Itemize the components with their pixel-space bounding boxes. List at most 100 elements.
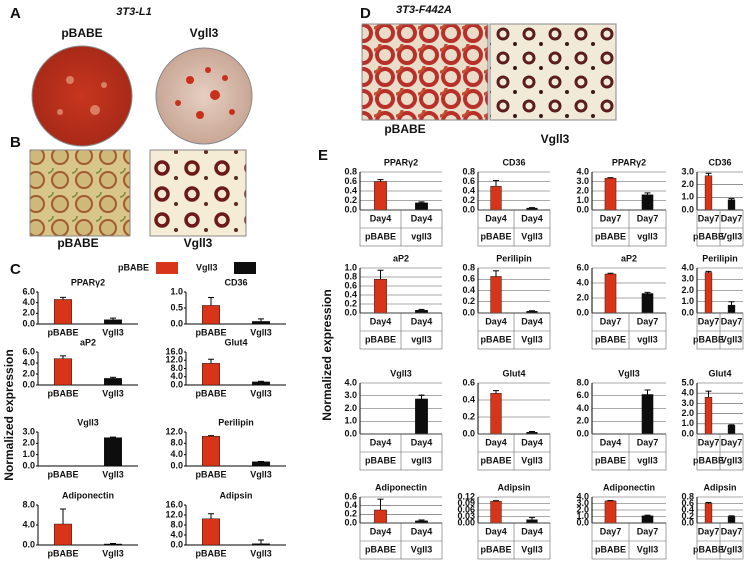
chart-title: Glut4 bbox=[502, 368, 525, 378]
y-tick-label: 0.4 bbox=[344, 289, 357, 299]
bar bbox=[641, 293, 654, 314]
y-tick-label: 8.0 bbox=[170, 363, 183, 373]
x-day-label: Day4 bbox=[370, 316, 392, 326]
bar bbox=[374, 279, 387, 314]
y-tick-label: 0.0 bbox=[170, 379, 183, 389]
y-tick-label: 0.6 bbox=[344, 491, 357, 501]
x-day-label: Day4 bbox=[411, 213, 433, 223]
legend-label: pBABE bbox=[118, 262, 149, 272]
panel-letter: E bbox=[318, 147, 328, 164]
y-tick-label: 0.12 bbox=[457, 491, 475, 501]
image-label: pBABE bbox=[61, 26, 102, 40]
error-bar bbox=[644, 389, 651, 395]
bar bbox=[252, 543, 270, 546]
y-tick-label: 16.0 bbox=[165, 346, 183, 356]
chart-title: aP2 bbox=[621, 253, 637, 263]
x-tick-label: Vgll3 bbox=[721, 334, 743, 344]
chart-title: CD36 bbox=[502, 157, 525, 167]
error-bar bbox=[208, 435, 214, 437]
bar bbox=[727, 304, 736, 314]
y-tick-label: 2.0 bbox=[681, 285, 694, 295]
micrograph bbox=[149, 149, 247, 237]
bar bbox=[526, 519, 538, 524]
y-tick-label: 0.0 bbox=[344, 517, 357, 527]
error-bar bbox=[728, 515, 735, 517]
y-tick-label: 0.8 bbox=[681, 491, 694, 501]
x-tick-label: pBABE bbox=[693, 334, 724, 344]
y-tick-label: 0.0 bbox=[576, 428, 589, 438]
y-tick-label: 4.0 bbox=[22, 519, 35, 529]
panel-letter: B bbox=[10, 134, 21, 151]
y-tick-label: 3.0 bbox=[681, 166, 694, 176]
y-tick-label: 4.0 bbox=[22, 357, 35, 367]
error-bar bbox=[258, 539, 264, 544]
image-label: Vgll3 bbox=[184, 236, 213, 250]
bar bbox=[641, 515, 654, 524]
x-tick-label: Vgll3 bbox=[102, 469, 124, 479]
bar bbox=[415, 520, 428, 524]
x-day-label: Day7 bbox=[637, 213, 659, 223]
chart-title: PPARγ2 bbox=[612, 157, 646, 167]
micrograph bbox=[489, 23, 617, 121]
y-tick-label: 0.6 bbox=[462, 377, 475, 387]
chart-title: CD36 bbox=[224, 277, 247, 287]
y-tick-label: 0.0 bbox=[344, 307, 357, 317]
y-axis-label: Normalized expression bbox=[2, 349, 16, 480]
x-day-label: Day7 bbox=[637, 316, 659, 326]
x-day-label: Day7 bbox=[637, 526, 659, 536]
error-bar bbox=[418, 519, 425, 521]
y-tick-label: 3.0 bbox=[576, 498, 589, 508]
bar bbox=[252, 461, 270, 467]
chart-title: Perilipin bbox=[496, 253, 532, 263]
error-bar bbox=[644, 192, 651, 195]
x-tick-label: Vgll3 bbox=[250, 469, 272, 479]
y-tick-label: 0.0 bbox=[344, 428, 357, 438]
y-tick-label: 0.8 bbox=[344, 166, 357, 176]
error-bar bbox=[493, 270, 499, 277]
y-tick-label: 0.0 bbox=[462, 428, 475, 438]
x-tick-label: pBABE bbox=[595, 544, 626, 554]
y-tick-label: 8.0 bbox=[576, 377, 589, 387]
panel-title: 3T3-L1 bbox=[116, 6, 151, 18]
x-tick-label: Vgll3 bbox=[102, 388, 124, 398]
x-tick-label: pBABE bbox=[595, 455, 626, 465]
error-bar bbox=[418, 201, 425, 203]
dish-texture bbox=[57, 76, 107, 115]
bar bbox=[604, 500, 617, 524]
legend-label: Vgll3 bbox=[196, 262, 218, 272]
x-day-label: Day4 bbox=[485, 316, 507, 326]
x-tick-label: Vgll3 bbox=[721, 231, 743, 241]
y-tick-label: 0.0 bbox=[681, 428, 694, 438]
y-tick-label: 4.0 bbox=[681, 262, 694, 272]
x-day-label: Day7 bbox=[721, 437, 743, 447]
y-tick-label: 0.4 bbox=[462, 185, 475, 195]
error-bar bbox=[418, 308, 425, 311]
error-bar bbox=[110, 317, 116, 320]
error-bar bbox=[728, 301, 735, 306]
y-tick-label: 0.0 bbox=[681, 517, 694, 527]
y-tick-label: 4.0 bbox=[681, 388, 694, 398]
y-tick-label: 0.5 bbox=[170, 302, 183, 312]
error-bar bbox=[644, 514, 651, 516]
image-label: pBABE bbox=[57, 236, 98, 250]
x-tick-label: vgll3 bbox=[637, 334, 658, 344]
x-tick-label: pBABE bbox=[595, 231, 626, 241]
error-bar bbox=[728, 424, 735, 426]
panel-letter: D bbox=[360, 5, 371, 22]
x-day-label: Day4 bbox=[521, 213, 543, 223]
y-tick-label: 1.0 bbox=[170, 286, 183, 296]
y-tick-label: 0.8 bbox=[462, 166, 475, 176]
x-tick-label: pBABE bbox=[365, 544, 396, 554]
bar bbox=[54, 299, 72, 325]
dish-texture bbox=[175, 67, 235, 119]
y-tick-label: 2.0 bbox=[681, 408, 694, 418]
x-tick-label: pBABE bbox=[48, 548, 79, 558]
y-tick-label: 0.0 bbox=[462, 204, 475, 214]
y-tick-label: 0.2 bbox=[344, 298, 357, 308]
x-day-label: Day4 bbox=[485, 437, 507, 447]
x-tick-label: Vgll3 bbox=[721, 544, 743, 554]
error-bar bbox=[110, 436, 116, 438]
y-tick-label: 0.8 bbox=[462, 262, 475, 272]
error-bar bbox=[110, 543, 116, 544]
x-tick-label: vgll3 bbox=[411, 231, 432, 241]
